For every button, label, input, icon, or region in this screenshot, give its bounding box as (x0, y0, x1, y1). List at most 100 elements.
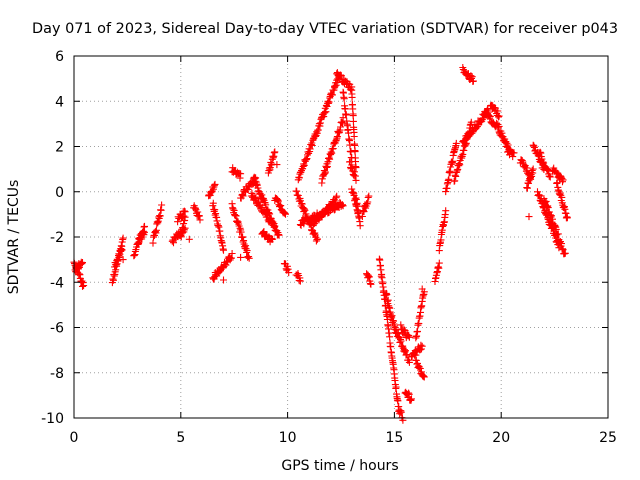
data-point (211, 180, 219, 188)
data-point (322, 108, 330, 116)
data-point (185, 235, 193, 243)
data-point (538, 155, 546, 163)
x-tick-label: 20 (492, 430, 510, 446)
data-point (283, 262, 291, 270)
data-point (220, 246, 227, 254)
data-point (386, 333, 394, 341)
data-point (528, 172, 536, 180)
data-point (220, 276, 227, 284)
data-point (285, 269, 293, 277)
data-point (543, 203, 551, 211)
data-point (486, 113, 494, 120)
data-point (269, 218, 277, 226)
data-point (74, 265, 82, 273)
data-point (80, 282, 88, 290)
data-point (525, 213, 533, 221)
y-axis-label: SDTVAR / TECUs (6, 180, 22, 295)
data-point (119, 256, 127, 264)
data-point (179, 226, 187, 234)
data-point (79, 282, 86, 290)
data-point (452, 139, 460, 147)
data-point (356, 222, 364, 230)
data-point (321, 209, 329, 217)
data-point (561, 249, 569, 257)
data-point (408, 395, 415, 403)
data-point (237, 253, 245, 261)
y-tick-label: 2 (55, 140, 64, 156)
data-point (405, 333, 413, 341)
data-point (228, 250, 236, 257)
data-point (350, 171, 358, 179)
data-point (134, 239, 142, 247)
data-point (504, 141, 512, 149)
data-point (536, 148, 544, 156)
data-point (270, 220, 278, 227)
x-tick-label: 0 (70, 430, 79, 446)
data-point (275, 231, 283, 239)
data-point (209, 199, 217, 207)
data-point (75, 264, 83, 271)
data-point (523, 184, 531, 192)
data-point (337, 123, 344, 131)
data-point (320, 113, 328, 121)
data-point (510, 149, 518, 157)
data-point (364, 271, 372, 279)
data-point (367, 280, 375, 288)
data-point (383, 291, 391, 299)
data-point (227, 254, 235, 262)
data-point (282, 210, 289, 218)
data-point (141, 228, 148, 236)
data-point (554, 230, 562, 238)
data-point (265, 209, 273, 217)
data-point (478, 116, 486, 123)
data-point (397, 321, 405, 329)
data-point (354, 202, 361, 210)
data-point (269, 235, 277, 243)
data-point (442, 207, 450, 215)
data-point (551, 222, 559, 230)
data-point (495, 112, 503, 120)
data-point (340, 95, 348, 103)
y-tick-label: 4 (55, 94, 64, 110)
data-point (416, 365, 424, 372)
data-point (181, 213, 189, 221)
data-point (325, 155, 332, 162)
y-tick-label: -6 (50, 321, 64, 337)
data-point (468, 73, 476, 81)
data-point (303, 155, 311, 163)
data-point (141, 222, 148, 230)
data-point (420, 373, 428, 381)
x-tick-label: 10 (279, 430, 297, 446)
data-point (352, 176, 360, 184)
y-tick-label: -8 (50, 366, 64, 382)
data-point (300, 161, 308, 169)
data-point (388, 312, 396, 320)
data-point (139, 230, 147, 238)
x-tick-label: 15 (385, 430, 403, 446)
data-point (553, 231, 561, 239)
data-point (180, 207, 188, 215)
data-point (467, 118, 475, 126)
data-point (364, 194, 372, 201)
data-point (256, 189, 264, 197)
data-point (79, 259, 86, 266)
data-point (271, 223, 279, 231)
data-point (331, 206, 338, 214)
data-point (407, 397, 415, 404)
x-tick-label: 5 (176, 430, 185, 446)
data-point (329, 145, 337, 152)
data-point (417, 341, 425, 349)
data-point (405, 389, 413, 397)
data-point (245, 254, 253, 262)
data-point (194, 208, 202, 216)
data-point (377, 266, 385, 274)
data-point (563, 214, 571, 222)
data-point (546, 173, 554, 181)
data-point (316, 122, 324, 130)
data-point (530, 142, 538, 150)
chart-title: Day 071 of 2023, Sidereal Day-to-day VTE… (32, 21, 618, 37)
data-point (301, 206, 309, 214)
data-point (237, 170, 245, 178)
data-point (314, 235, 321, 243)
